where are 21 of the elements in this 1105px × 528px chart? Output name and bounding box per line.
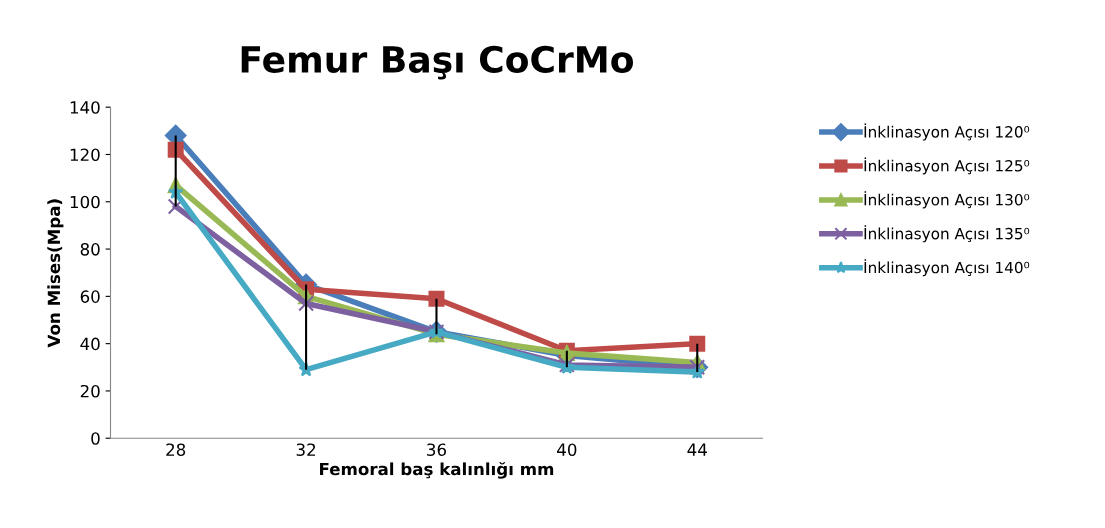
x-tick-label: 36: [427, 443, 447, 456]
y-axis-title: Von Mises(Mpa): [47, 199, 64, 348]
legend-label: İnklinasyon Açısı 135⁰: [864, 225, 1030, 243]
x-tick-label: 28: [166, 443, 186, 456]
legend-label: İnklinasyon Açısı 125⁰: [864, 157, 1030, 175]
y-tick-label: 80: [80, 243, 100, 256]
y-tick-label: 120: [70, 148, 100, 162]
y-tick-label: 60: [80, 290, 100, 303]
x-tick-label: 32: [296, 443, 316, 456]
y-tick-label: 100: [70, 195, 100, 209]
x-tick-label: 44: [687, 443, 707, 456]
x-axis-title: Femoral baş kalınlığı mm: [320, 462, 554, 479]
legend-label: İnklinasyon Açısı 140⁰: [864, 259, 1030, 277]
legend-label: İnklinasyon Açısı 120⁰: [864, 123, 1030, 141]
y-tick-label: 40: [80, 337, 100, 351]
chart-title: Femur Başı CoCrMo: [241, 45, 633, 80]
y-tick-label: 20: [80, 384, 100, 398]
y-tick-label: 0: [91, 432, 100, 445]
y-tick-label: 140: [70, 101, 100, 114]
x-tick-label: 40: [557, 443, 577, 456]
legend-label: İnklinasyon Açısı 130⁰: [864, 191, 1030, 209]
